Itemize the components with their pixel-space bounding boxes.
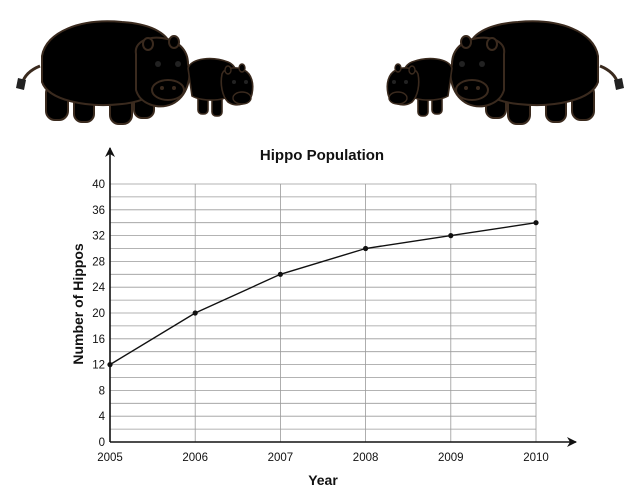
- x-tick-label: 2007: [268, 452, 294, 464]
- x-tick-label: 2009: [438, 452, 464, 464]
- series-line: [107, 220, 539, 368]
- chart-title: Hippo Population: [260, 147, 384, 164]
- y-axis-label: Number of Hippos: [70, 243, 86, 365]
- data-point: [192, 310, 198, 316]
- y-tick-label: 36: [92, 205, 105, 217]
- x-axis-label: Year: [308, 472, 338, 488]
- y-tick-label: 24: [92, 282, 105, 294]
- grid: [110, 183, 537, 442]
- y-tick-label: 32: [92, 231, 105, 243]
- y-tick-labels: 0 4 8 12 16 20 24 28 32 36 40: [92, 179, 105, 449]
- x-tick-label: 2010: [523, 452, 549, 464]
- y-tick-label: 40: [92, 179, 105, 191]
- y-tick-label: 0: [99, 437, 105, 449]
- hippo-adult-and-calf-icon: [385, 19, 626, 126]
- x-tick-label: 2006: [182, 452, 208, 464]
- x-tick-labels: 2005 2006 2007 2008 2009 2010: [97, 452, 549, 464]
- x-tick-label: 2005: [97, 452, 123, 464]
- y-tick-label: 20: [92, 308, 105, 320]
- data-point: [107, 362, 113, 368]
- data-point: [363, 245, 369, 252]
- data-point: [448, 233, 454, 239]
- y-tick-label: 12: [92, 360, 105, 372]
- y-tick-label: 16: [92, 334, 105, 346]
- data-point: [277, 271, 283, 277]
- hippo-adult-and-calf-icon: [14, 19, 255, 126]
- y-tick-label: 28: [92, 256, 105, 268]
- data-point: [533, 220, 539, 226]
- y-tick-label: 8: [99, 385, 105, 397]
- series-path: [109, 222, 537, 366]
- y-tick-label: 4: [99, 411, 106, 423]
- x-tick-label: 2008: [353, 452, 379, 464]
